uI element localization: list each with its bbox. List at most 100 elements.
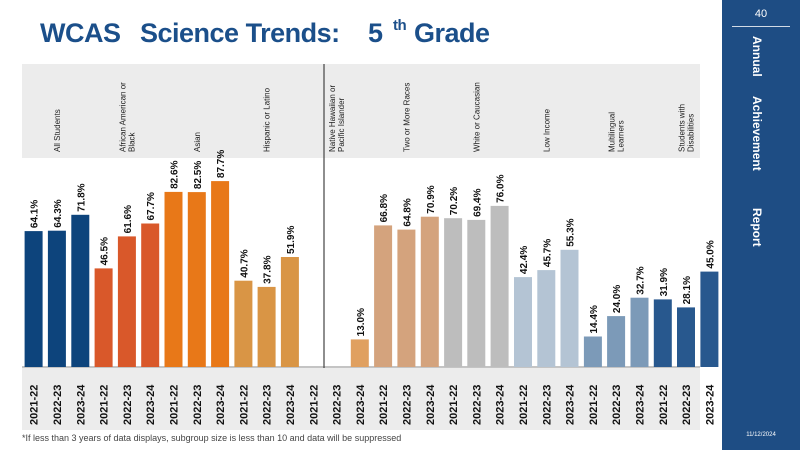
year-label-1-0: 2021-22 <box>99 385 111 425</box>
value-label-2-0: 82.6% <box>170 160 181 188</box>
value-label-2-2: 87.7% <box>216 150 227 178</box>
bar-3-0 <box>234 280 253 367</box>
group-header-7: Low Income <box>542 108 551 152</box>
bar-1-2 <box>141 223 160 367</box>
value-label-5-0: 66.8% <box>379 194 390 222</box>
group-headers: All Students African American orBlack Asia… <box>53 82 696 152</box>
title-grade-number: 5 <box>368 18 383 48</box>
bars <box>24 181 719 367</box>
group-header-1: African American orBlack <box>118 82 136 152</box>
sidebar: 40 Annual Achievement Report 11/12/2024 <box>722 0 800 450</box>
year-label-3-2: 2023-24 <box>285 384 297 425</box>
value-label-1-2: 67.7% <box>146 192 157 220</box>
sidebar-word-annual: Annual <box>750 36 764 77</box>
year-label-2-2: 2023-24 <box>215 384 227 425</box>
year-label-8-1: 2022-23 <box>611 385 623 425</box>
year-label-7-2: 2023-24 <box>565 384 577 425</box>
year-label-5-2: 2023-24 <box>425 384 437 425</box>
year-label-3-0: 2021-22 <box>238 385 250 425</box>
year-label-4-2: 2023-24 <box>355 384 367 425</box>
year-label-2-0: 2021-22 <box>169 385 181 425</box>
sidebar-word-achievement: Achievement <box>750 96 764 171</box>
year-label-5-0: 2021-22 <box>378 385 390 425</box>
year-tick-labels: 2021-22 2022-23 2023-24 2021-22 2022-23 2023-… <box>29 384 717 425</box>
year-label-0-0: 2021-22 <box>29 385 41 425</box>
value-label-6-0: 70.2% <box>449 187 460 215</box>
value-label-2-1: 82.5% <box>193 161 204 189</box>
sidebar-date: 11/12/2024 <box>746 432 776 438</box>
value-label-5-2: 70.9% <box>426 185 437 213</box>
title-grade-word: Grade <box>414 18 490 48</box>
page-number: 40 <box>754 8 768 20</box>
bar-7-0 <box>514 277 532 367</box>
bar-3-2 <box>280 257 299 367</box>
bar-5-1 <box>397 229 416 367</box>
year-label-9-2: 2023-24 <box>704 384 716 425</box>
bar-5-0 <box>374 225 393 367</box>
grade-5-science-chart: All Students African American orBlack Asia… <box>22 64 719 430</box>
group-header-3: Hispanic or Latino <box>263 87 272 152</box>
value-label-7-2: 55.3% <box>566 218 577 246</box>
bar-6-1 <box>467 219 486 367</box>
bar-5-2 <box>420 216 439 367</box>
group-header-0: All Students <box>53 109 62 152</box>
year-label-8-0: 2021-22 <box>588 385 600 425</box>
bar-1-1 <box>117 236 136 367</box>
bar-0-1 <box>47 230 66 367</box>
title-science-trends: Science Trends: <box>140 18 340 48</box>
year-label-6-1: 2022-23 <box>471 385 483 425</box>
year-label-6-2: 2023-24 <box>495 384 507 425</box>
value-label-0-1: 64.3% <box>53 199 64 227</box>
value-label-6-1: 69.4% <box>472 188 483 216</box>
title-grade-superscript: th <box>393 17 407 34</box>
bar-4-2 <box>350 339 369 367</box>
year-label-1-1: 2022-23 <box>122 385 134 425</box>
year-label-1-2: 2023-24 <box>145 384 157 425</box>
bar-9-1 <box>677 307 695 367</box>
value-label-7-0: 42.4% <box>519 246 530 274</box>
group-header-4: Native Hawaiian orPacific Islander <box>328 85 346 152</box>
value-label-7-1: 45.7% <box>542 239 553 267</box>
value-label-8-0: 14.4% <box>589 305 600 333</box>
value-label-3-1: 37.8% <box>263 255 274 283</box>
value-label-8-1: 24.0% <box>612 285 623 313</box>
header-band-background <box>22 64 700 158</box>
footnote: *If less than 3 years of data displays, … <box>22 433 402 443</box>
value-label-0-2: 71.8% <box>76 183 87 211</box>
year-label-8-2: 2023-24 <box>635 384 647 425</box>
data-labels: 64.1% 64.3% 71.8% 46.5% 61.6% 67.7% 82.6% 82.5%… <box>30 150 717 337</box>
bar-8-2 <box>630 297 649 367</box>
page-title: WCAS Science Trends: 5 th Grade <box>40 14 700 54</box>
bar-9-2 <box>700 271 719 367</box>
year-label-0-2: 2023-24 <box>75 384 87 425</box>
bar-9-0 <box>653 299 672 367</box>
value-label-6-2: 76.0% <box>496 174 507 202</box>
year-label-5-1: 2022-23 <box>401 385 413 425</box>
value-label-1-1: 61.6% <box>123 205 134 233</box>
value-label-8-2: 32.7% <box>636 266 647 294</box>
year-label-0-1: 2022-23 <box>52 385 64 425</box>
group-header-5: Two or More Races <box>402 83 411 152</box>
value-label-1-0: 46.5% <box>100 237 111 265</box>
value-label-3-2: 51.9% <box>286 226 297 254</box>
bar-8-0 <box>583 336 602 367</box>
year-label-9-0: 2021-22 <box>658 385 670 425</box>
group-header-6: White or Caucasian <box>472 82 481 152</box>
year-label-7-1: 2022-23 <box>541 385 553 425</box>
bar-2-2 <box>211 181 230 367</box>
year-label-2-1: 2022-23 <box>192 385 204 425</box>
year-label-4-0: 2021-22 <box>308 385 320 425</box>
bar-2-0 <box>164 191 183 367</box>
year-band-background <box>22 368 700 430</box>
value-label-9-2: 45.0% <box>705 240 716 268</box>
bar-1-0 <box>94 268 113 367</box>
bar-2-1 <box>187 192 206 367</box>
value-label-3-0: 40.7% <box>239 249 250 277</box>
bar-0-0 <box>24 231 43 367</box>
year-label-3-1: 2022-23 <box>262 385 274 425</box>
bar-6-2 <box>490 205 509 367</box>
value-label-9-0: 31.9% <box>659 268 670 296</box>
bar-7-1 <box>537 270 556 367</box>
group-header-8: MultilingualLearners <box>608 112 626 152</box>
bar-0-2 <box>71 214 90 367</box>
